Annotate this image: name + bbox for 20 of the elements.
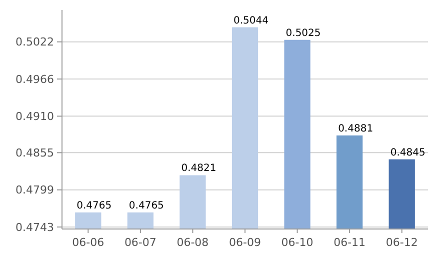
data-label: 0.4821 [181, 163, 216, 174]
y-tick-label: 0.4743 [16, 220, 54, 234]
data-label: 0.4765 [128, 200, 164, 212]
y-tick-label: 0.4799 [16, 184, 54, 197]
data-label: 0.4845 [390, 147, 426, 158]
data-label: 0.5044 [234, 15, 268, 26]
x-tick-label: 06-06 [72, 236, 104, 249]
y-tick-label: 0.4910 [16, 110, 54, 124]
x-tick-label: 06-11 [334, 236, 366, 249]
data-label: 0.5025 [286, 28, 321, 39]
y-tick-label: 0.4855 [16, 146, 54, 160]
x-tick-label: 06-08 [176, 236, 209, 249]
y-tick-label: 0.5022 [16, 36, 54, 49]
y-tick-label: 0.4966 [16, 72, 54, 86]
data-label: 0.4765 [76, 200, 112, 212]
data-label: 0.4881 [338, 123, 374, 134]
x-tick-label: 06-07 [124, 236, 156, 249]
x-tick-label: 06-10 [281, 236, 314, 249]
x-tick-label: 06-09 [229, 236, 261, 249]
x-tick-label: 06-12 [386, 236, 418, 249]
